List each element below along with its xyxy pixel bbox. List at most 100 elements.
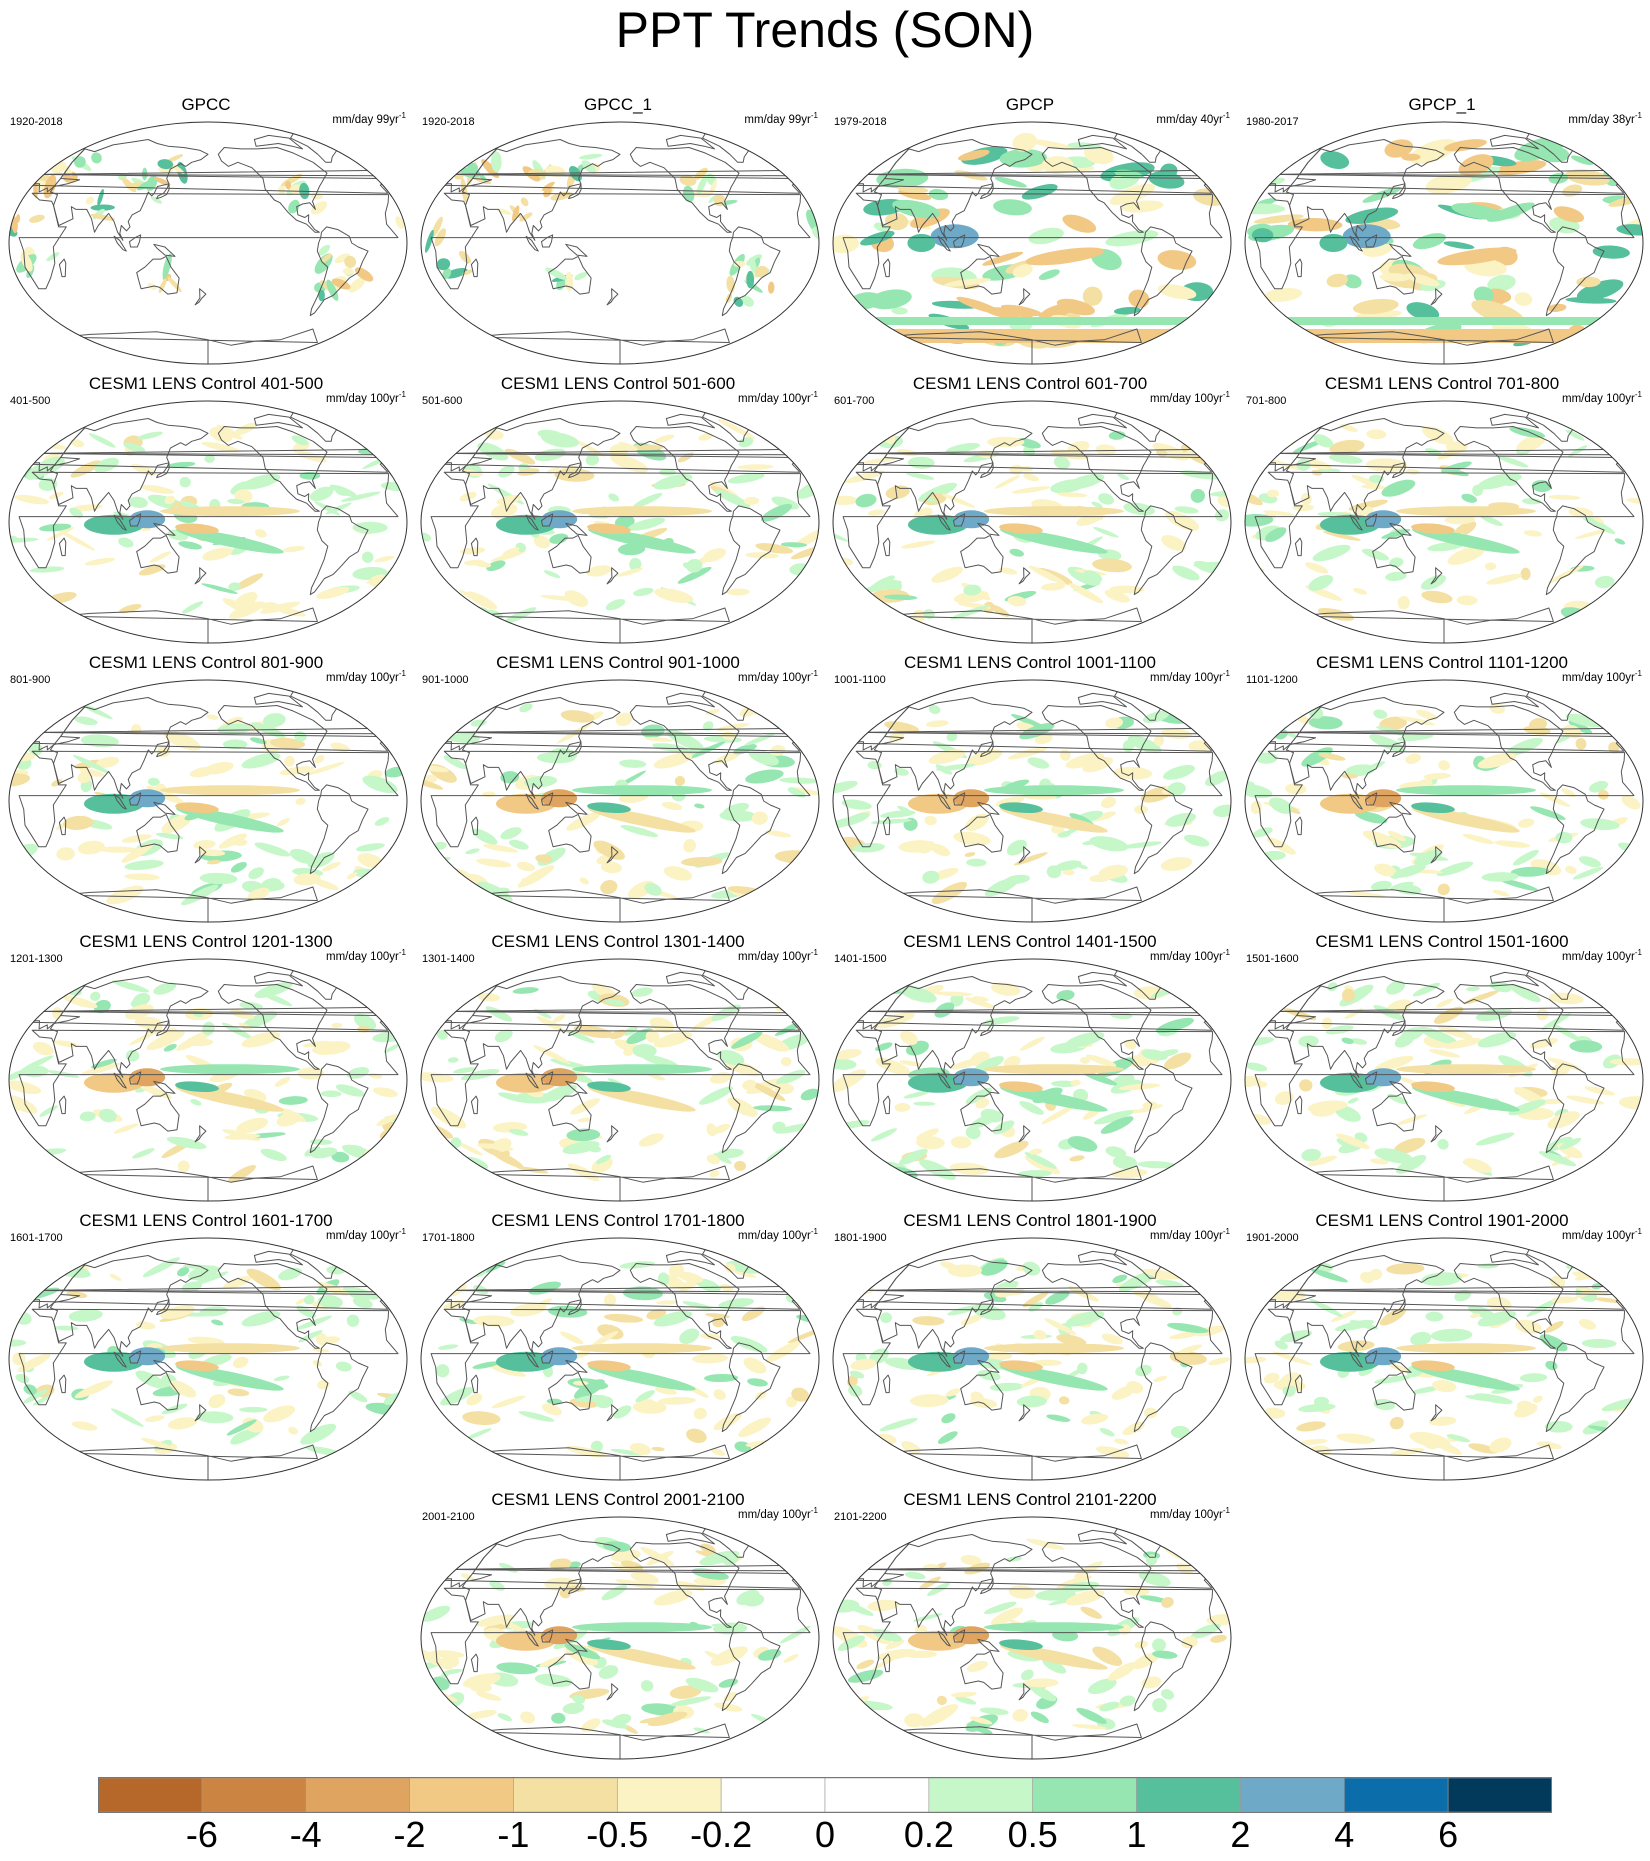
newguinea-coastline — [565, 243, 588, 257]
itcz-band — [572, 1343, 712, 1354]
wet-trend-patch — [68, 1309, 103, 1322]
wet-trend-patch — [421, 1605, 451, 1622]
dry-trend-patch — [609, 1029, 626, 1040]
dry-trend-patch — [1263, 510, 1295, 517]
wet-trend-patch — [74, 156, 86, 168]
wet-trend-patch — [128, 496, 148, 508]
wet-trend-patch — [318, 244, 331, 256]
dry-trend-patch — [767, 281, 775, 294]
dry-trend-patch — [1074, 1561, 1103, 1579]
dry-trend-patch — [274, 1076, 291, 1087]
wet-trend-patch — [546, 1398, 563, 1405]
north-pacific-patch — [653, 1589, 693, 1606]
wet-trend-patch — [748, 749, 779, 766]
wet-trend-patch — [112, 980, 150, 993]
dry-trend-patch — [1253, 214, 1304, 224]
wet-trend-patch — [1512, 849, 1539, 866]
madagascar-coastline — [470, 816, 479, 836]
wet-trend-patch — [355, 843, 385, 852]
dry-trend-patch — [140, 484, 175, 494]
wet-trend-patch — [941, 1413, 956, 1424]
wet-trend-patch — [1113, 306, 1141, 315]
namerica-coastline — [217, 147, 328, 233]
dry-trend-patch — [1544, 1321, 1564, 1333]
colorbar-swatch — [824, 1777, 930, 1813]
north-pacific-patch — [1477, 473, 1517, 490]
wet-trend-patch — [1245, 1062, 1268, 1072]
australia-coastline — [1372, 1092, 1416, 1132]
dry-trend-patch — [275, 606, 306, 617]
nz-coastline — [606, 846, 619, 864]
wet-trend-patch — [1255, 752, 1278, 764]
dry-trend-patch — [1547, 1111, 1580, 1129]
dry-trend-patch — [1096, 1446, 1130, 1458]
panel-units-text: mm/day 100yr — [1562, 392, 1635, 405]
wet-trend-patch — [572, 1694, 586, 1704]
trend-map — [8, 958, 408, 1202]
dry-trend-patch — [990, 1607, 1024, 1626]
dry-trend-patch — [119, 603, 142, 614]
borneo-coastline — [953, 1629, 966, 1643]
newguinea-coastline — [977, 801, 1000, 815]
wet-trend-patch — [254, 842, 291, 857]
dry-trend-patch — [900, 1030, 918, 1045]
wet-trend-patch — [1539, 1334, 1568, 1352]
dry-trend-patch — [461, 1573, 474, 1581]
wet-trend-patch — [132, 1148, 155, 1159]
spcz-band — [176, 527, 284, 554]
spcz-band — [588, 1643, 696, 1670]
wet-trend-patch — [1412, 1386, 1440, 1394]
japan-coastline — [568, 183, 582, 200]
map-panel: CESM1 LENS Control 901-1000 901-1000 mm/da… — [412, 653, 824, 929]
panel-units: mm/day 100yr-1 — [1150, 667, 1230, 685]
dry-trend-patch — [1133, 1290, 1160, 1300]
wet-trend-patch — [635, 1390, 655, 1403]
itcz-band — [160, 1064, 300, 1075]
nz-coastline — [194, 288, 207, 306]
wet-trend-patch — [879, 1417, 918, 1432]
dry-trend-patch — [1012, 264, 1033, 278]
dry-trend-patch — [592, 1330, 619, 1347]
dry-trend-patch — [857, 1624, 892, 1645]
wet-trend-patch — [1076, 1707, 1107, 1724]
borneo-coastline — [129, 792, 142, 806]
dry-trend-patch — [867, 1599, 899, 1612]
north-pacific-patch — [241, 473, 281, 490]
panel-period: 1601-1700 — [10, 1232, 63, 1244]
dry-trend-patch — [690, 189, 712, 198]
wet-trend-patch — [1117, 473, 1130, 481]
dry-trend-patch — [269, 737, 306, 749]
wet-trend-patch — [722, 802, 749, 817]
nz-coastline — [1018, 846, 1031, 864]
wet-trend-patch — [695, 1278, 721, 1293]
wet-trend-patch — [239, 1406, 268, 1413]
map-boundary — [1244, 400, 1644, 644]
dry-trend-patch — [485, 429, 504, 440]
dry-trend-patch — [1034, 733, 1053, 745]
panel-title: CESM1 LENS Control 1401-1500 — [903, 932, 1157, 951]
panel-units: mm/day 100yr-1 — [1562, 388, 1642, 406]
panel-period: 2001-2100 — [422, 1511, 475, 1523]
dry-trend-patch — [109, 1273, 122, 1281]
dry-trend-patch — [1296, 1421, 1326, 1432]
wet-trend-patch — [746, 270, 755, 289]
dry-trend-patch — [998, 567, 1018, 575]
colorbar-tick-label: 4 — [1334, 1814, 1355, 1855]
dry-trend-patch — [1422, 426, 1454, 445]
wet-trend-patch — [733, 744, 757, 755]
indian-ocean-wet-patch — [1319, 234, 1348, 252]
wet-trend-patch — [950, 605, 990, 620]
colorbar-swatch — [513, 1777, 618, 1813]
dry-trend-patch — [497, 208, 512, 215]
wet-trend-patch — [677, 566, 712, 584]
dry-trend-patch — [677, 452, 694, 463]
dry-trend-patch — [1070, 1079, 1081, 1087]
namerica-coastline — [1453, 147, 1564, 233]
map-boundary — [1244, 679, 1644, 923]
wet-trend-patch — [471, 828, 498, 845]
wet-trend-patch — [1505, 737, 1543, 757]
dry-trend-patch — [263, 1405, 296, 1423]
wet-trend-patch — [1019, 1101, 1044, 1115]
units-exponent: -1 — [1634, 669, 1642, 678]
dry-trend-patch — [764, 830, 792, 838]
